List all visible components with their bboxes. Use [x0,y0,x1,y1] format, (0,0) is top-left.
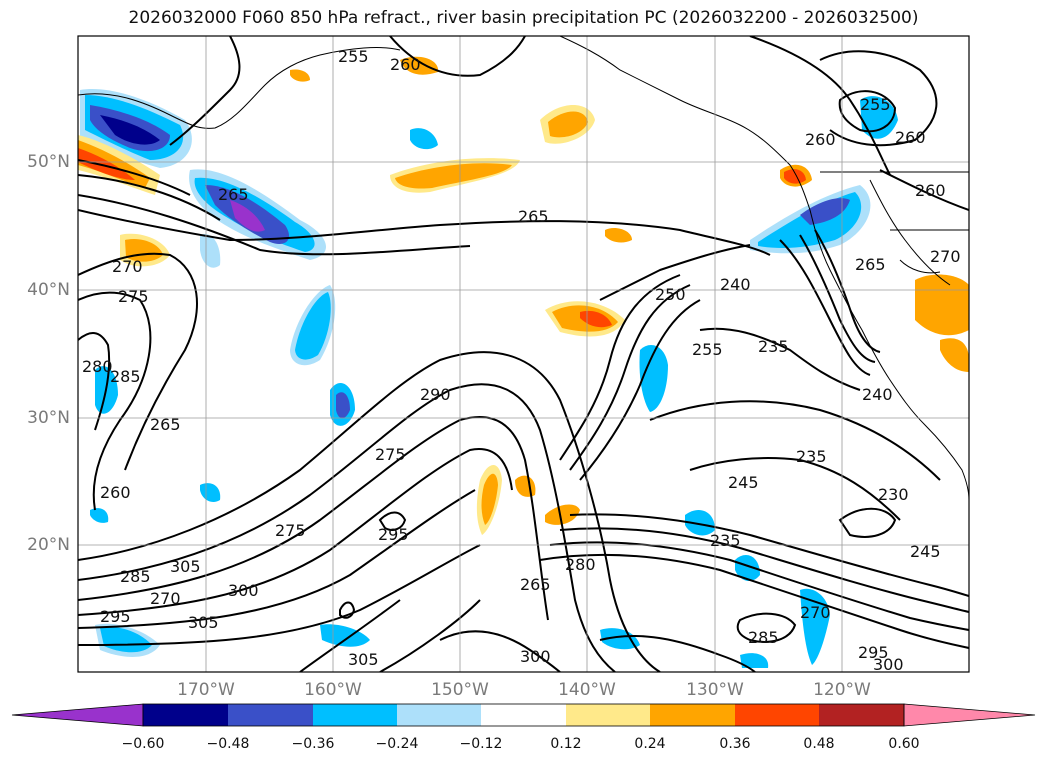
contour-label: 240 [720,275,751,294]
plot-frame [77,35,970,673]
contour-label: 265 [518,207,549,226]
contour-label: 265 [150,415,181,434]
colorbar-high-extension [903,703,1036,727]
contour-label: 300 [520,647,551,666]
colorbar-tick: 0.48 [803,736,835,752]
coastlines [78,36,969,501]
colorbar-low-extension [11,703,144,727]
colorbar-bin [481,704,566,726]
contour-label: 305 [170,557,201,576]
contour-label: 255 [338,47,369,66]
lon-label-120w: 120°W [813,680,871,700]
colorbar-bin [735,704,819,726]
colorbar-tick: −0.24 [375,736,419,752]
colorbar-tick: 0.24 [634,736,666,752]
map-title: 2026032000 F060 850 hPa refract., river … [128,8,919,28]
contour-label: 270 [800,603,831,622]
contour-labels: 255 260 265 270 275 280 285 290 295 300 … [82,47,961,674]
contour-label: 265 [218,185,249,204]
contour-label: 245 [910,542,941,561]
contour-label: 275 [275,521,306,540]
colorbar-bin [397,704,481,726]
lat-label-50n: 50°N [27,152,70,172]
contour-label: 275 [375,445,406,464]
contour-label: 250 [655,285,686,304]
colorbar-tick: −0.36 [291,736,335,752]
contour-label: 230 [878,485,909,504]
colorbar-bin [143,704,228,726]
colorbar-bin [650,704,735,726]
contour-label: 235 [758,337,789,356]
colorbar-tick: −0.12 [459,736,503,752]
contour-label: 235 [796,447,827,466]
contour-label: 260 [100,483,131,502]
colorbar-bin [228,704,313,726]
contour-label: 260 [915,181,946,200]
colorbar-bin [819,704,904,726]
contour-label: 275 [118,287,149,306]
contour-label: 270 [150,589,181,608]
contour-label: 265 [520,575,551,594]
contour-label: 255 [860,95,891,114]
lat-label-30n: 30°N [27,408,70,428]
lon-label-130w: 130°W [686,680,744,700]
contour-label: 235 [710,531,741,550]
contour-label: 305 [348,650,379,669]
contour-label: 285 [110,367,141,386]
lon-label-170w: 170°W [177,680,235,700]
contour-label: 245 [728,473,759,492]
colorbar [11,703,1036,727]
contour-label: 285 [748,628,779,647]
lon-label-150w: 150°W [431,680,489,700]
colorbar-bin [313,704,397,726]
contour-label: 265 [855,255,886,274]
contour-label: 260 [390,55,421,74]
contour-label: 290 [420,385,451,404]
colorbar-tick: 0.12 [550,736,582,752]
colorbar-tick: 0.60 [888,736,920,752]
contour-label: 295 [858,643,889,662]
contour-label: 240 [862,385,893,404]
contour-label: 255 [692,340,723,359]
contour-label: 280 [82,357,113,376]
colorbar-bin [566,704,650,726]
contour-label: 260 [895,128,926,147]
lat-label-40n: 40°N [27,280,70,300]
contour-label: 260 [805,130,836,149]
refractivity-contours [78,36,969,672]
contour-label: 305 [188,613,219,632]
contour-label: 300 [873,655,904,674]
contour-label: 270 [930,247,961,266]
contour-label: 270 [112,257,143,276]
contour-label: 295 [378,525,409,544]
lon-label-160w: 160°W [304,680,362,700]
colorbar-tick: −0.48 [206,736,250,752]
contour-label: 300 [228,581,259,600]
contour-label: 295 [100,607,131,626]
colorbar-tick: 0.36 [719,736,751,752]
contour-label: 285 [120,567,151,586]
lon-label-140w: 140°W [558,680,616,700]
colorbar-tick: −0.60 [121,736,165,752]
lat-label-20n: 20°N [27,535,70,555]
graticule [78,36,969,672]
plot-area [78,36,969,672]
contour-label: 280 [565,555,596,574]
